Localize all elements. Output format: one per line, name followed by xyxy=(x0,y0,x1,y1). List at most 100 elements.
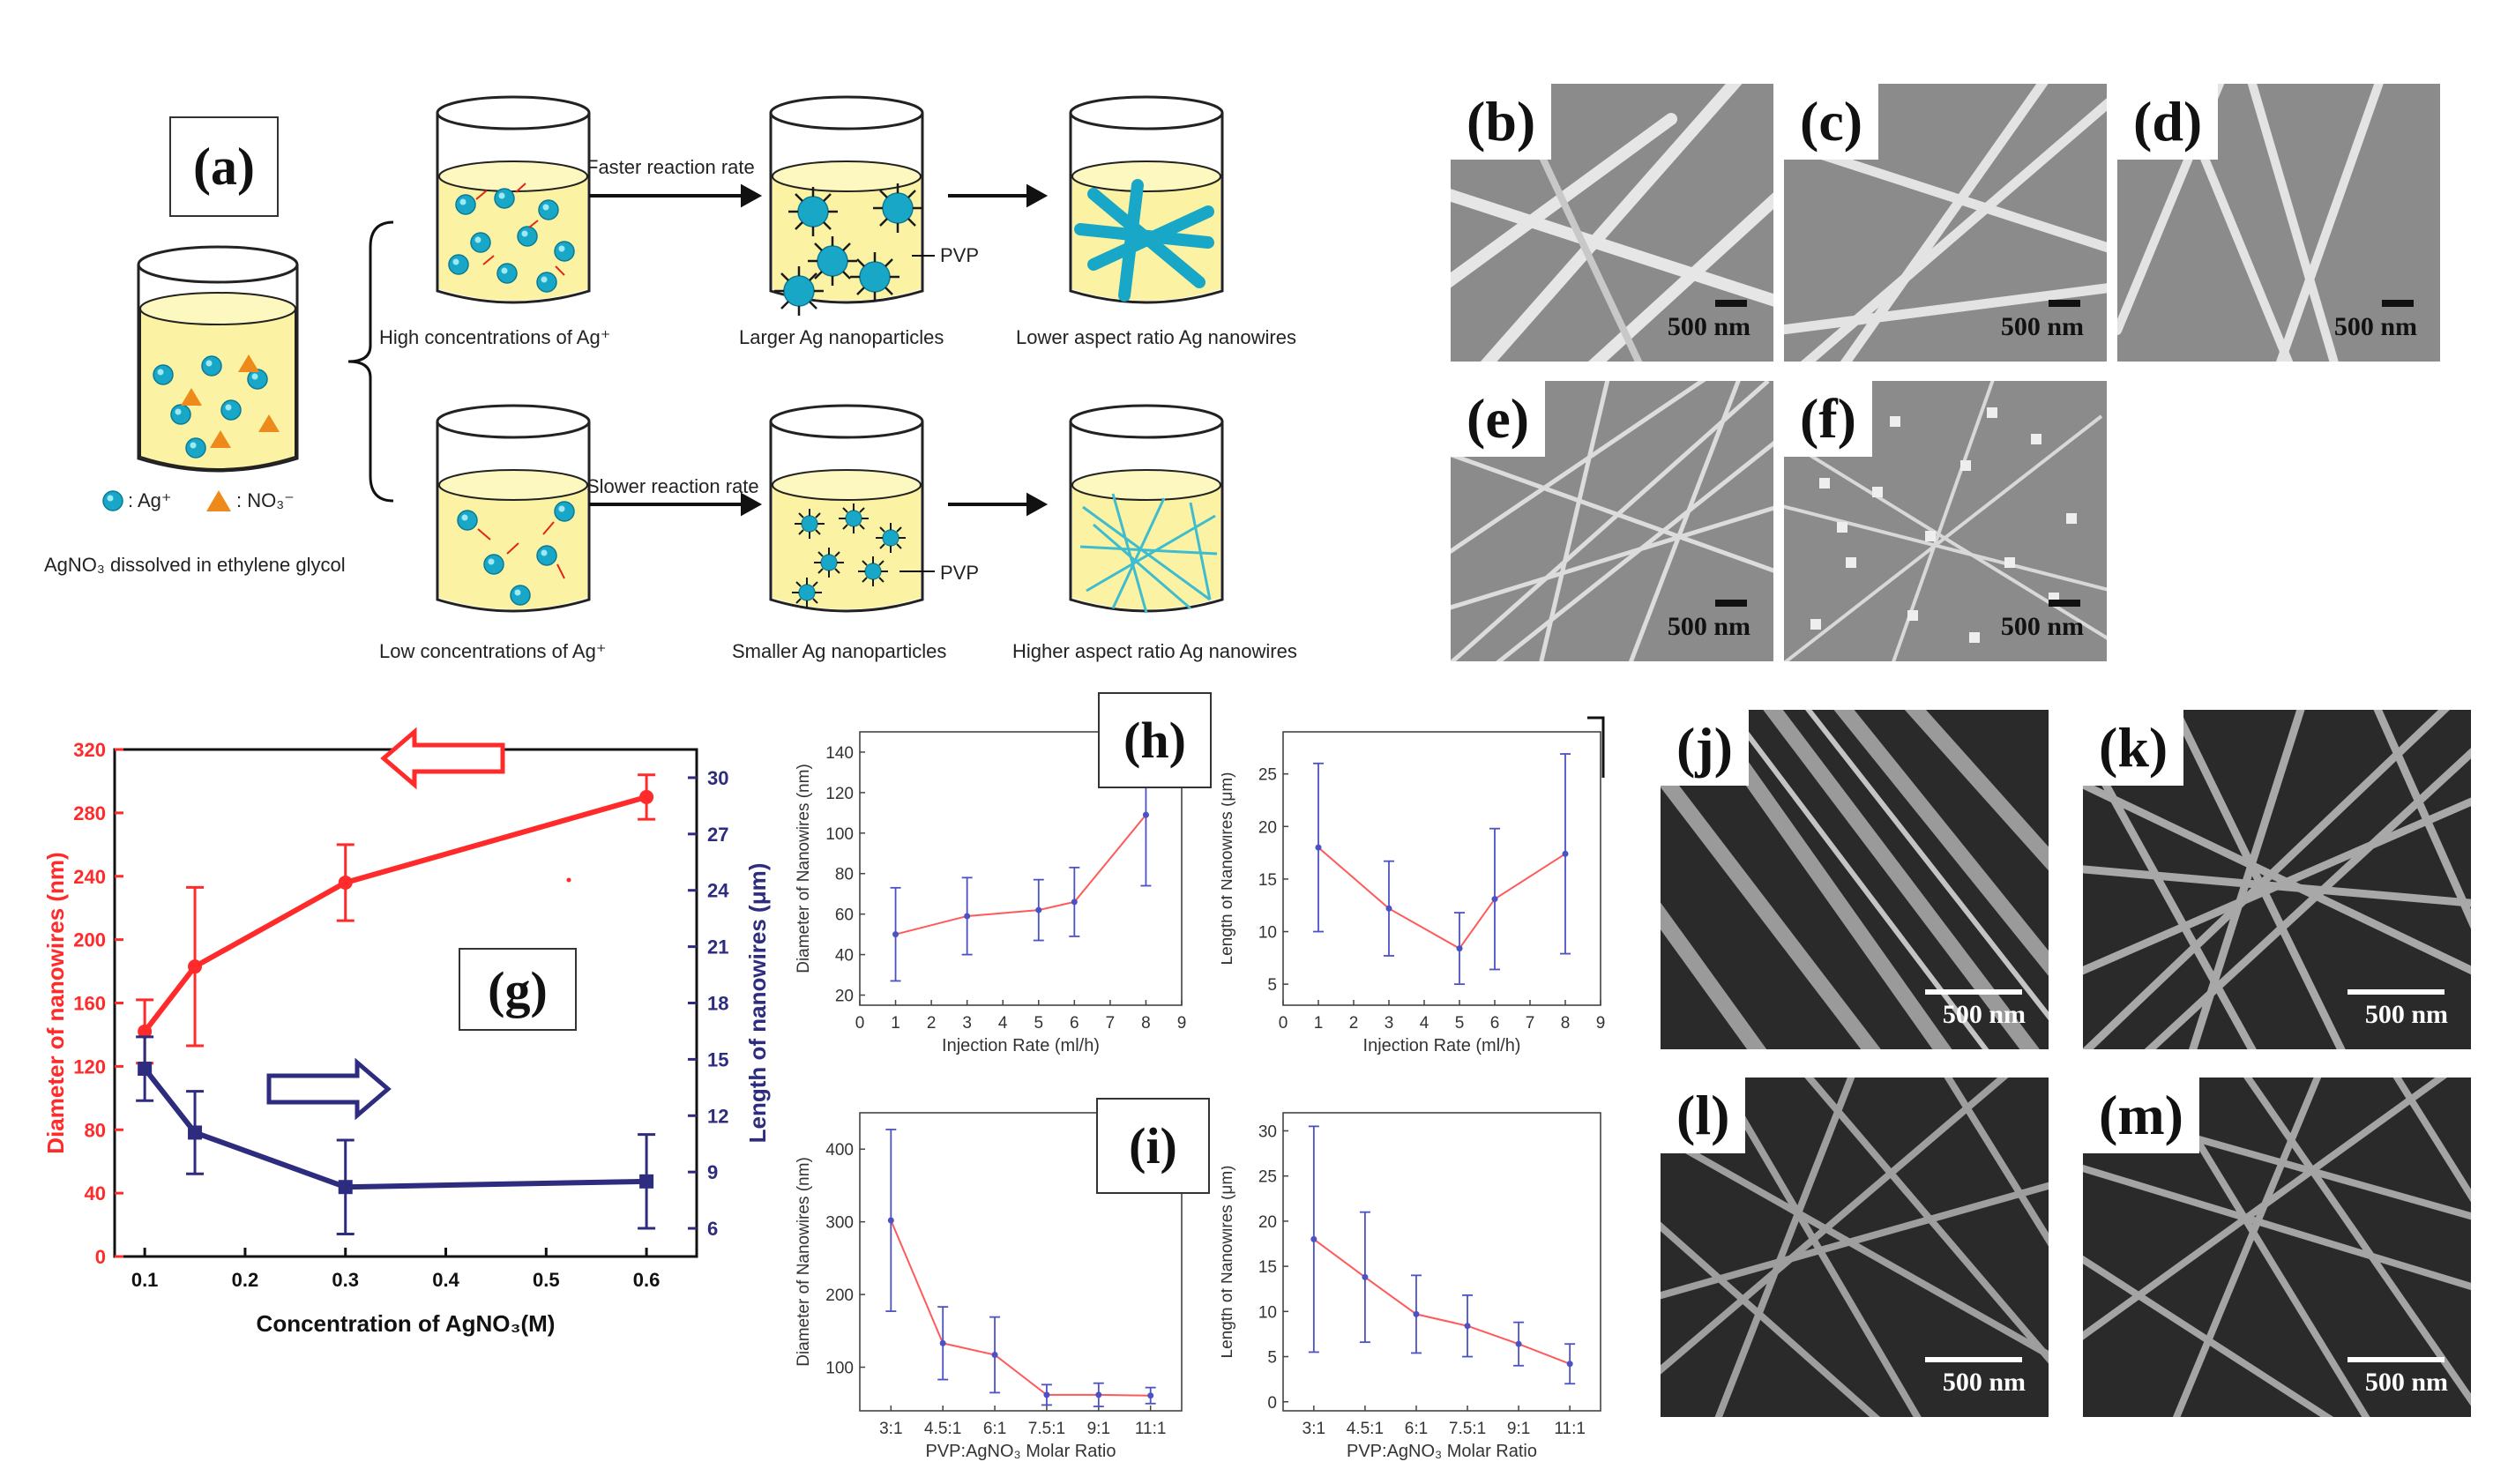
x-tick-label: 6 xyxy=(1490,1014,1500,1033)
y-left-tick-label: 160 xyxy=(73,993,106,1015)
x-tick-label: 3 xyxy=(962,1014,972,1033)
sem-label-k: (k) xyxy=(2083,710,2184,786)
chart-i-right: 0 5 10 15 20 25 30 3:1 4.5:1 6:1 7.5:1 9:1 11:1 PVP:A… xyxy=(1221,1112,1601,1461)
data-point xyxy=(964,913,971,920)
panel-a-schematic xyxy=(102,95,1224,614)
scale-text-j: 500 nm xyxy=(1942,1000,2026,1029)
panel-label-g: (g) xyxy=(459,948,577,1031)
x-tick-label: 4 xyxy=(1420,1014,1429,1033)
y-tick-label: 200 xyxy=(825,1286,854,1305)
plot-frame xyxy=(1282,731,1601,1006)
x-tick-label: 6 xyxy=(1070,1014,1079,1033)
plot-frame xyxy=(1282,1112,1601,1412)
y-tick-label: 400 xyxy=(825,1141,854,1160)
y-left-tick-label: 240 xyxy=(73,866,106,888)
y-left-tick-label: 200 xyxy=(73,929,106,951)
x-axis-label: Concentration of AgNO₃(M) xyxy=(257,1310,556,1337)
y-axis-label: Diameter of Nanowires (nm) xyxy=(795,1157,813,1367)
x-tick-label: 4.5:1 xyxy=(924,1420,961,1438)
y-right-tick-label: 6 xyxy=(707,1218,718,1240)
y-left-tick-label: 120 xyxy=(73,1055,106,1078)
data-point xyxy=(138,1062,153,1077)
scale-bar-l xyxy=(1925,1357,2022,1362)
sem-image-c: (c) 500 nm xyxy=(1784,84,2107,362)
y-tick-label: 0 xyxy=(1267,1394,1277,1413)
scale-bar-c xyxy=(2049,300,2080,307)
y-axis-label: Diameter of Nanowires (nm) xyxy=(795,764,813,973)
sem-image-m: (m) 500 nm xyxy=(2083,1078,2471,1417)
x-tick-label: 0.2 xyxy=(232,1269,259,1291)
data-point xyxy=(639,789,654,804)
sem-image-k: (k) 500 nm xyxy=(2083,710,2471,1049)
data-point xyxy=(338,875,353,890)
x-tick-label: 9:1 xyxy=(1507,1420,1530,1438)
data-point xyxy=(1456,945,1463,952)
caption-high-aspect: Higher aspect ratio Ag nanowires xyxy=(1012,640,1297,662)
data-point xyxy=(639,1174,654,1189)
scale-bar-e xyxy=(1715,600,1747,607)
y-left-tick-label: 80 xyxy=(85,1119,106,1141)
caption-high-conc: High concentrations of Ag⁺ xyxy=(379,326,611,348)
y-tick-label: 25 xyxy=(1258,766,1277,785)
y-right-tick-label: 30 xyxy=(707,767,728,789)
sem-label-l: (l) xyxy=(1661,1078,1746,1153)
chart-g: 0 40 80 120 160 200 240 280 320 6 9 12 15 18 21 24 27 30 0… xyxy=(42,727,771,1337)
scale-text-b: 500 nm xyxy=(1667,312,1750,341)
x-tick-label: 4.5:1 xyxy=(1347,1420,1384,1438)
chart-i-left: 100 200 300 400 3:1 4.5:1 6:1 7.5:1 9:1 11:1 PVP:A… xyxy=(795,1112,1183,1461)
data-point xyxy=(1147,1392,1154,1399)
x-tick-label: 7 xyxy=(1106,1014,1116,1033)
x-tick-label: 5 xyxy=(1034,1014,1043,1033)
y-axis-label: Length of Nanowires (μm) xyxy=(1221,772,1236,966)
y-tick-label: 120 xyxy=(825,785,854,803)
scale-bar-f xyxy=(2049,600,2080,607)
plot-frame xyxy=(859,731,1183,1006)
plot-frame xyxy=(859,1112,1183,1412)
x-tick-label: 0.4 xyxy=(432,1269,459,1291)
data-point xyxy=(338,1180,353,1195)
y-right-tick-label: 15 xyxy=(707,1048,728,1070)
caption-small-np: Smaller Ag nanoparticles xyxy=(732,640,947,662)
x-tick-label: 6:1 xyxy=(983,1420,1006,1438)
y-left-axis-label: Diameter of nanowires (nm) xyxy=(42,852,69,1153)
left-axis-arrow xyxy=(380,727,505,790)
panel-label-h: (h) xyxy=(1098,692,1212,788)
x-tick-label: 7.5:1 xyxy=(1449,1420,1486,1438)
y-tick-label: 100 xyxy=(825,825,854,844)
x-tick-label: 11:1 xyxy=(1554,1420,1586,1438)
data-point xyxy=(1562,850,1569,857)
y-tick-label: 100 xyxy=(825,1360,854,1378)
sem-label-j: (j) xyxy=(1661,710,1749,786)
data-point xyxy=(887,1217,894,1224)
x-axis-label: PVP:AgNO₃ Molar Ratio xyxy=(926,1442,1116,1461)
y-axis-label: Length of Nanowires (μm) xyxy=(1221,1166,1236,1359)
pvp-label-bottom: PVP xyxy=(940,562,980,584)
sem-image-e: (e) 500 nm xyxy=(1451,381,1773,661)
pvp-label-top: PVP xyxy=(940,244,980,266)
y-right-tick-label: 18 xyxy=(707,993,728,1015)
sem-image-d: (d) 500 nm xyxy=(2117,84,2440,362)
series-line-length xyxy=(142,1067,647,1190)
sem-image-j: (j) 500 nm xyxy=(1661,710,2049,1049)
scale-text-m: 500 nm xyxy=(2364,1368,2448,1397)
y-tick-label: 5 xyxy=(1267,976,1277,995)
nitrate-ion-icon xyxy=(206,490,231,511)
data-point xyxy=(138,1024,153,1039)
x-tick-label: 3 xyxy=(1385,1014,1394,1033)
x-tick-label: 6:1 xyxy=(1405,1420,1428,1438)
y-right-tick-label: 21 xyxy=(707,936,728,958)
x-axis-label: Injection Rate (ml/h) xyxy=(942,1036,1100,1055)
data-point xyxy=(939,1339,946,1346)
x-tick-label: 1 xyxy=(891,1014,900,1033)
beaker-large-np xyxy=(769,95,924,317)
x-tick-label: 2 xyxy=(927,1014,937,1033)
y-left-tick-label: 40 xyxy=(85,1182,106,1204)
panel-label-i: (i) xyxy=(1096,1098,1210,1194)
x-tick-label: 0.3 xyxy=(332,1269,359,1291)
y-tick-label: 10 xyxy=(1258,924,1277,943)
scale-text-c: 500 nm xyxy=(2000,312,2084,341)
sem-label-f: (f) xyxy=(1784,381,1872,457)
x-tick-label: 9:1 xyxy=(1087,1420,1110,1438)
bottom-arrow-label: Slower reaction rate xyxy=(586,475,759,497)
x-tick-label: 0.6 xyxy=(633,1269,661,1291)
